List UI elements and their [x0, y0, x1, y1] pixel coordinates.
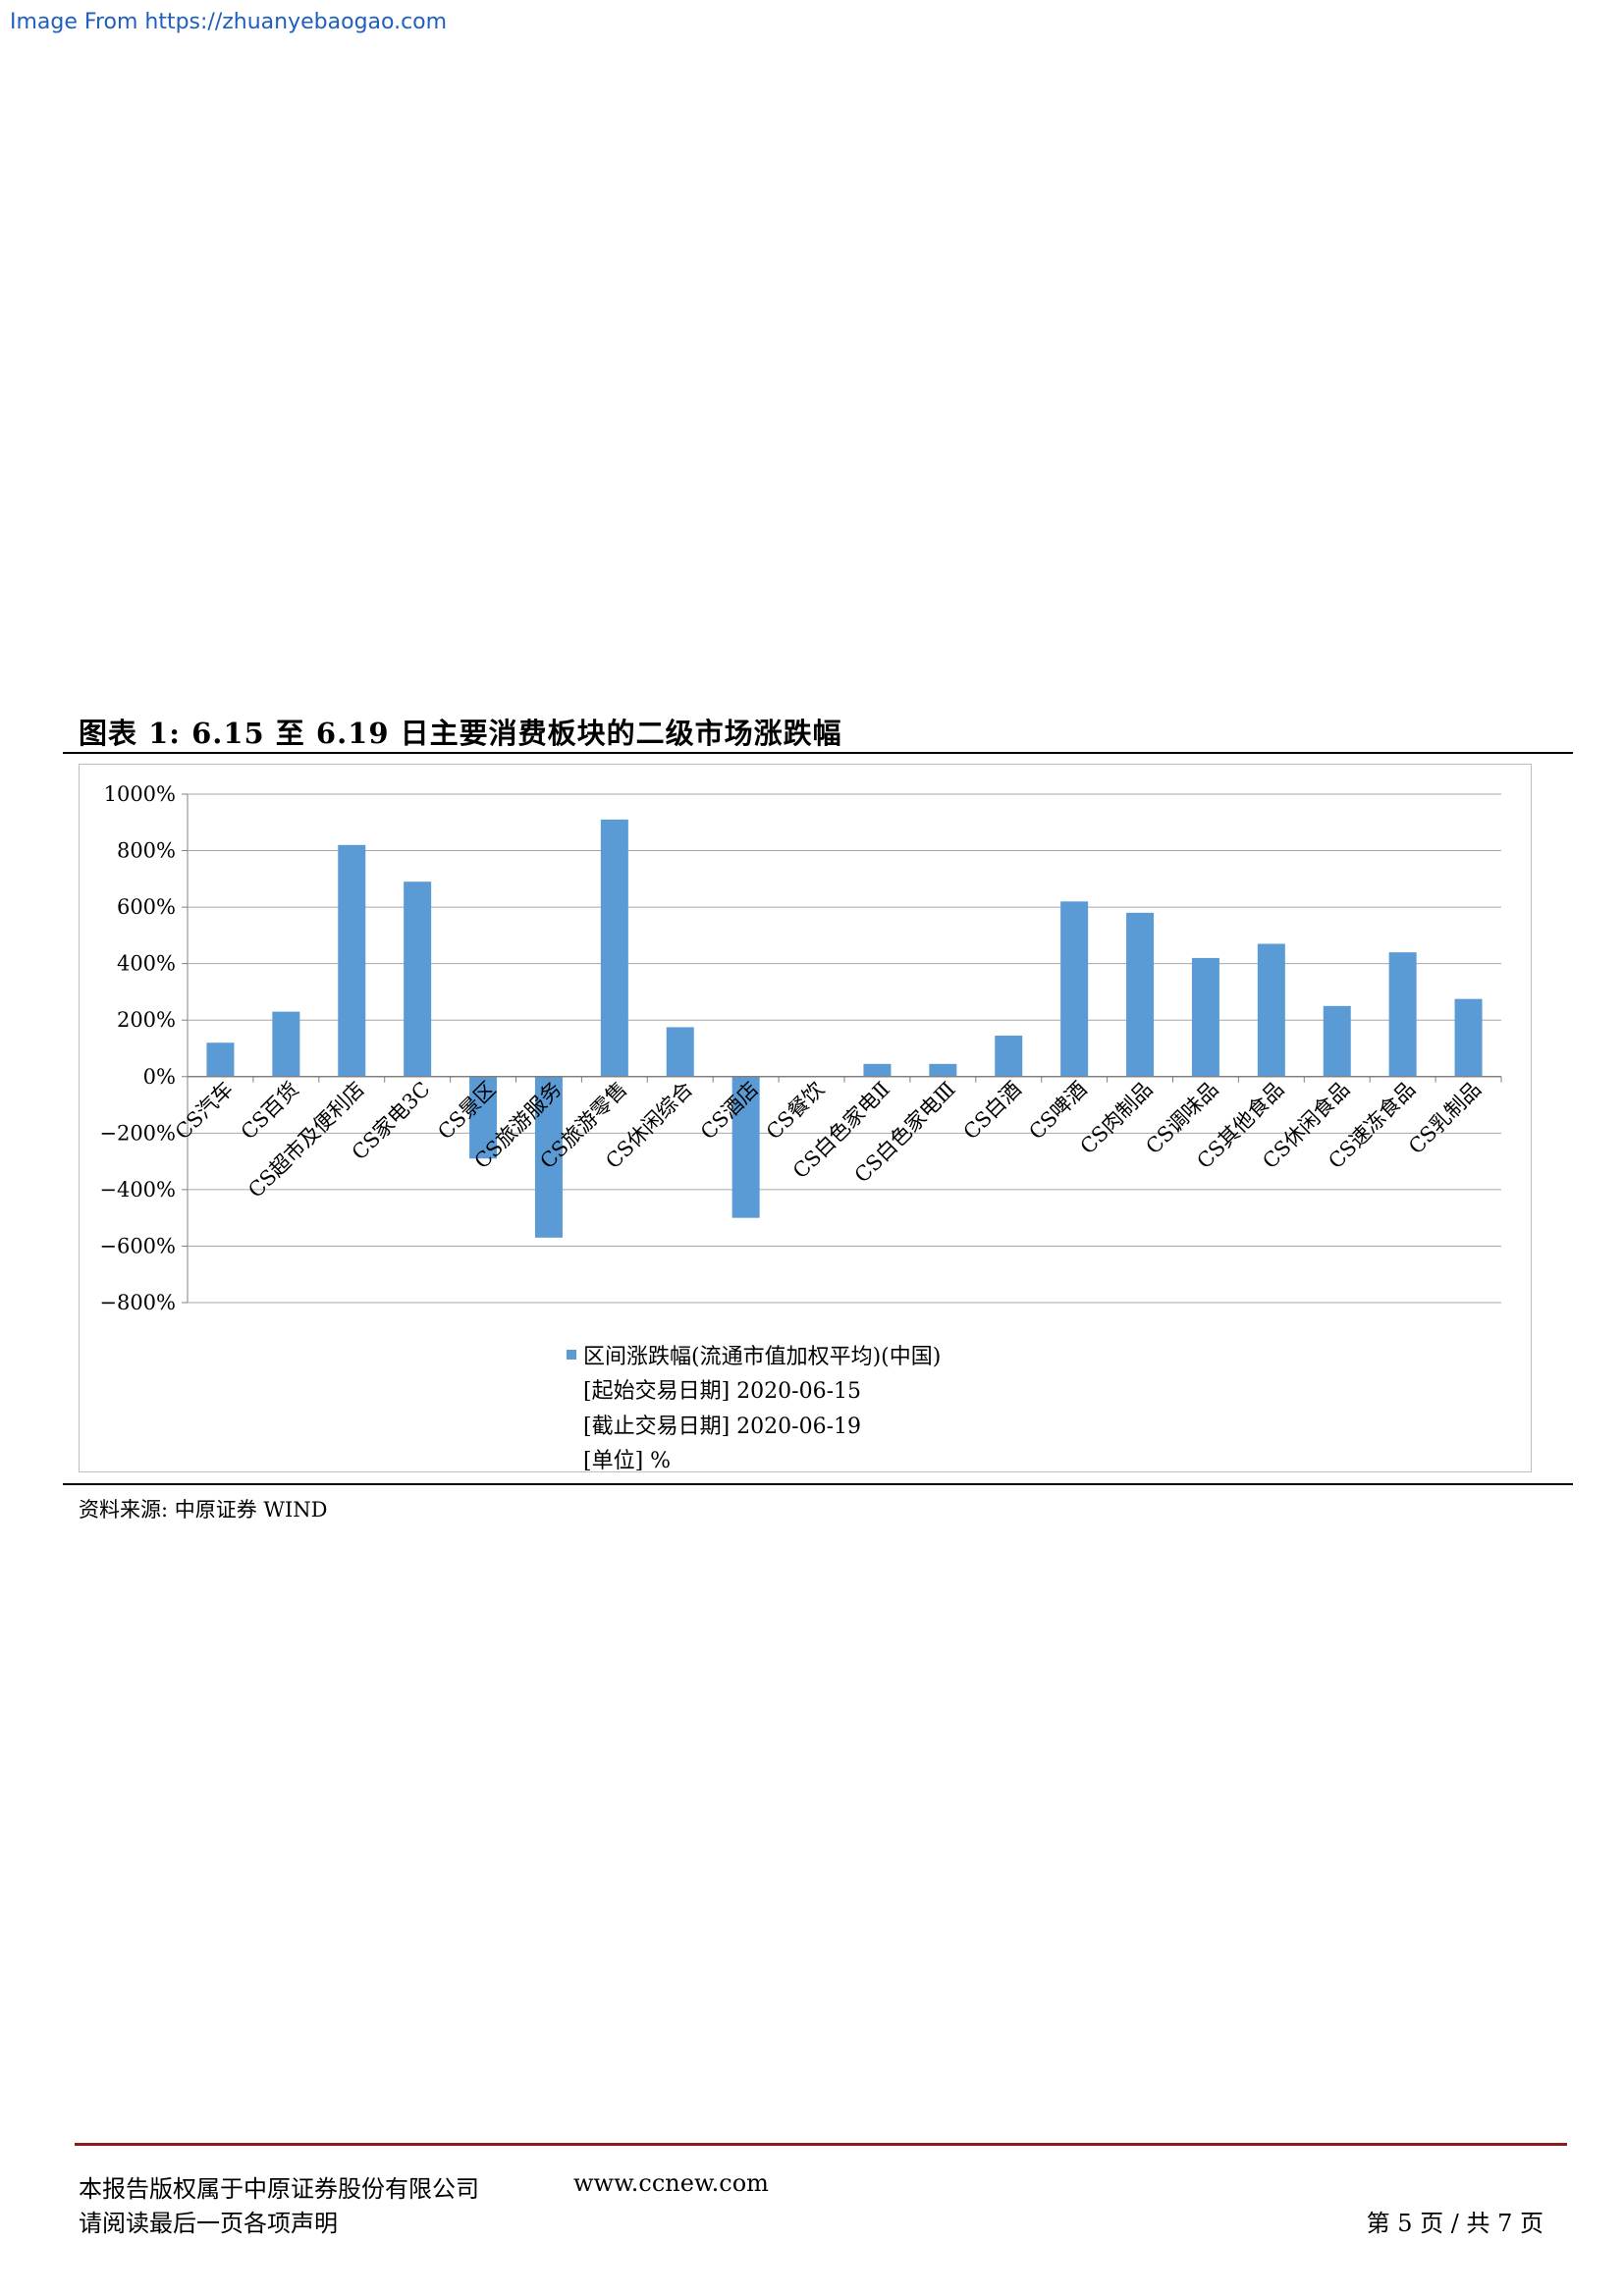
bar: [1388, 952, 1417, 1077]
bar-layer: [188, 819, 1501, 1238]
bar: [929, 1063, 957, 1077]
bar: [731, 1076, 760, 1218]
bar: [1323, 1005, 1351, 1077]
bar: [338, 844, 366, 1077]
bar: [272, 1011, 300, 1077]
footer-rule: [75, 2143, 1567, 2146]
footer-disclaimer: 请阅读最后一页各项声明: [79, 2210, 338, 2237]
x-label-layer: CS汽车CS百货CS超市及便利店CS家电3CCS景区CS旅游服务CS旅游零售CS…: [171, 1077, 1486, 1202]
bar: [600, 819, 628, 1077]
bar: [469, 1076, 498, 1159]
bar: [995, 1036, 1023, 1077]
y-tick-label: −600%: [99, 1234, 176, 1257]
legend-start-date: [起始交易日期] 2020-06-15: [583, 1379, 861, 1404]
legend-swatch: [567, 1350, 576, 1360]
footer-url[interactable]: www.ccnew.com: [573, 2169, 769, 2197]
bar: [534, 1076, 563, 1238]
x-category-label: CS餐饮: [762, 1077, 829, 1144]
grid-layer: [182, 793, 1502, 1304]
y-tick-label: 0%: [143, 1065, 176, 1089]
y-tick-label: 600%: [117, 895, 176, 919]
y-tick-label: 200%: [117, 1008, 176, 1032]
legend-unit: [单位] %: [583, 1449, 671, 1471]
x-category-label: CS超市及便利店: [244, 1077, 369, 1202]
bar: [1454, 998, 1483, 1077]
footer-copyright: 本报告版权属于中原证券股份有限公司: [79, 2175, 479, 2203]
x-category-label: CS啤酒: [1024, 1077, 1091, 1144]
figure-title: 图表 1: 6.15 至 6.19 日主要消费板块的二级市场涨跌幅: [79, 717, 842, 750]
bar: [206, 1042, 235, 1077]
bar: [1257, 943, 1285, 1077]
title-rule: [63, 752, 1573, 754]
y-tick-label: −200%: [99, 1121, 176, 1145]
bar: [1060, 901, 1089, 1077]
bar: [863, 1063, 892, 1077]
y-tick-label: 800%: [117, 839, 176, 863]
x-category-label: CS乳制品: [1404, 1077, 1486, 1158]
legend: 区间涨跌幅(流通市值加权平均)(中国) [起始交易日期] 2020-06-15 …: [567, 1345, 941, 1471]
chart-bottom-rule: [63, 1483, 1573, 1485]
source-note: 资料来源: 中原证券 WIND: [79, 1498, 328, 1522]
bar: [404, 881, 432, 1077]
y-tick-layer: 1000% 800% 600% 400% 200% 0% −200% −400% −600% −8…: [99, 782, 176, 1314]
footer-page-number: 第 5 页 / 共 7 页: [1366, 2210, 1543, 2237]
x-category-label: CS汽车: [171, 1077, 238, 1144]
chart-frame: 1000% 800% 600% 400% 200% 0% −200% −400% −600% −8…: [79, 764, 1532, 1472]
legend-end-date: [截止交易日期] 2020-06-19: [583, 1415, 861, 1439]
bar: [1191, 957, 1219, 1077]
bar: [666, 1027, 694, 1077]
watermark-link[interactable]: Image From https://zhuanyebaogao.com: [10, 10, 448, 34]
x-category-label: CS白酒: [959, 1077, 1026, 1144]
y-tick-label: −400%: [99, 1178, 176, 1201]
bar-chart: 1000% 800% 600% 400% 200% 0% −200% −400% −600% −8…: [99, 782, 1502, 1471]
legend-series-name: 区间涨跌幅(流通市值加权平均)(中国): [583, 1345, 941, 1369]
y-tick-label: 1000%: [104, 782, 176, 806]
x-category-label: CS百货: [237, 1077, 303, 1144]
bar: [1126, 912, 1155, 1077]
y-tick-label: 400%: [117, 952, 176, 976]
y-tick-label: −800%: [99, 1291, 176, 1314]
